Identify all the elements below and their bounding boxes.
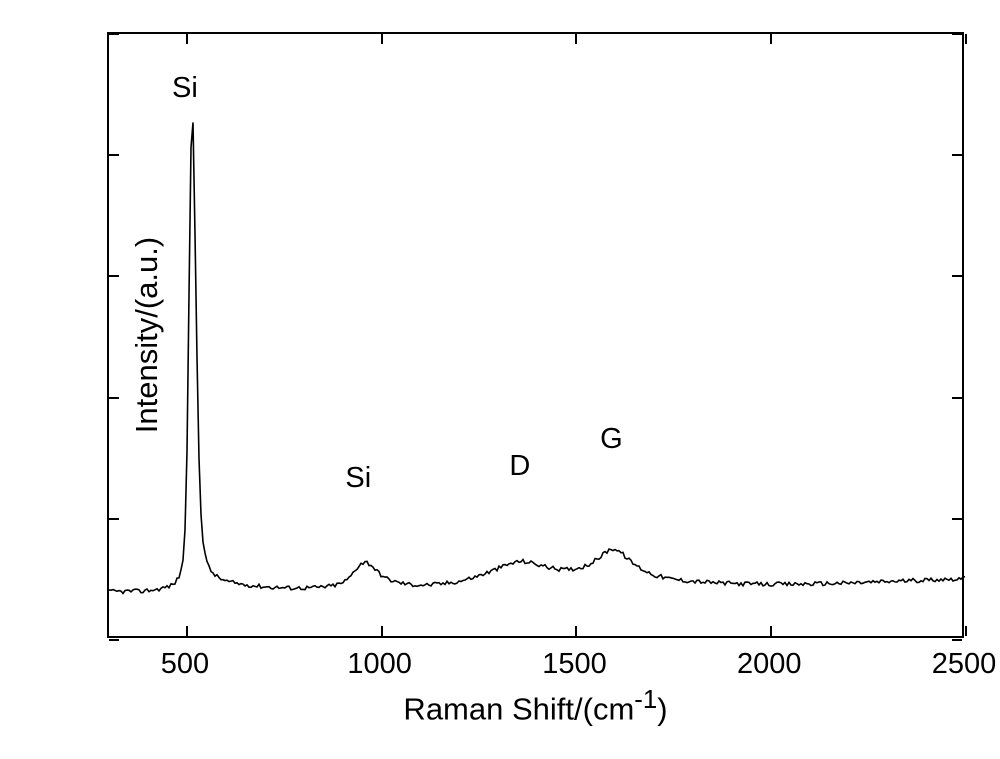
x-tick-label: 1500 — [542, 648, 607, 681]
x-tick-label: 1000 — [347, 648, 412, 681]
y-tick-right — [952, 639, 962, 641]
y-tick-right — [952, 518, 962, 520]
x-tick — [770, 626, 772, 636]
spectrum-line — [109, 34, 966, 640]
x-tick — [965, 626, 967, 636]
x-axis-label-post: ) — [657, 691, 667, 726]
spectrum-path — [109, 123, 965, 594]
x-tick — [186, 626, 188, 636]
x-tick-top — [575, 34, 577, 44]
x-axis-label-pre: Raman Shift/(cm — [403, 691, 634, 726]
y-axis-label: Intensity/(a.u.) — [129, 237, 165, 433]
peak-label-g: G — [600, 423, 623, 456]
peak-label-si: Si — [172, 72, 198, 105]
y-tick-right — [952, 33, 962, 35]
peak-label-si: Si — [345, 462, 371, 495]
y-tick — [109, 154, 119, 156]
x-tick-top — [965, 34, 967, 44]
plot-area — [107, 32, 964, 638]
y-tick — [109, 275, 119, 277]
y-tick-right — [952, 275, 962, 277]
y-tick — [109, 639, 119, 641]
x-tick-top — [770, 34, 772, 44]
x-tick-top — [381, 34, 383, 44]
x-tick-label: 2500 — [932, 648, 997, 681]
x-tick-label: 2000 — [737, 648, 802, 681]
y-tick — [109, 33, 119, 35]
x-axis-label: Raman Shift/(cm-1) — [403, 686, 667, 727]
y-tick-right — [952, 154, 962, 156]
peak-label-d: D — [509, 450, 530, 483]
y-tick-right — [952, 397, 962, 399]
x-tick — [381, 626, 383, 636]
x-tick — [575, 626, 577, 636]
x-tick-top — [186, 34, 188, 44]
x-tick-label: 500 — [161, 648, 209, 681]
raman-chart-container: Intensity/(a.u.) Raman Shift/(cm-1) 500 1… — [0, 0, 1000, 759]
y-tick — [109, 518, 119, 520]
x-axis-label-sup: -1 — [634, 686, 657, 714]
y-tick — [109, 397, 119, 399]
